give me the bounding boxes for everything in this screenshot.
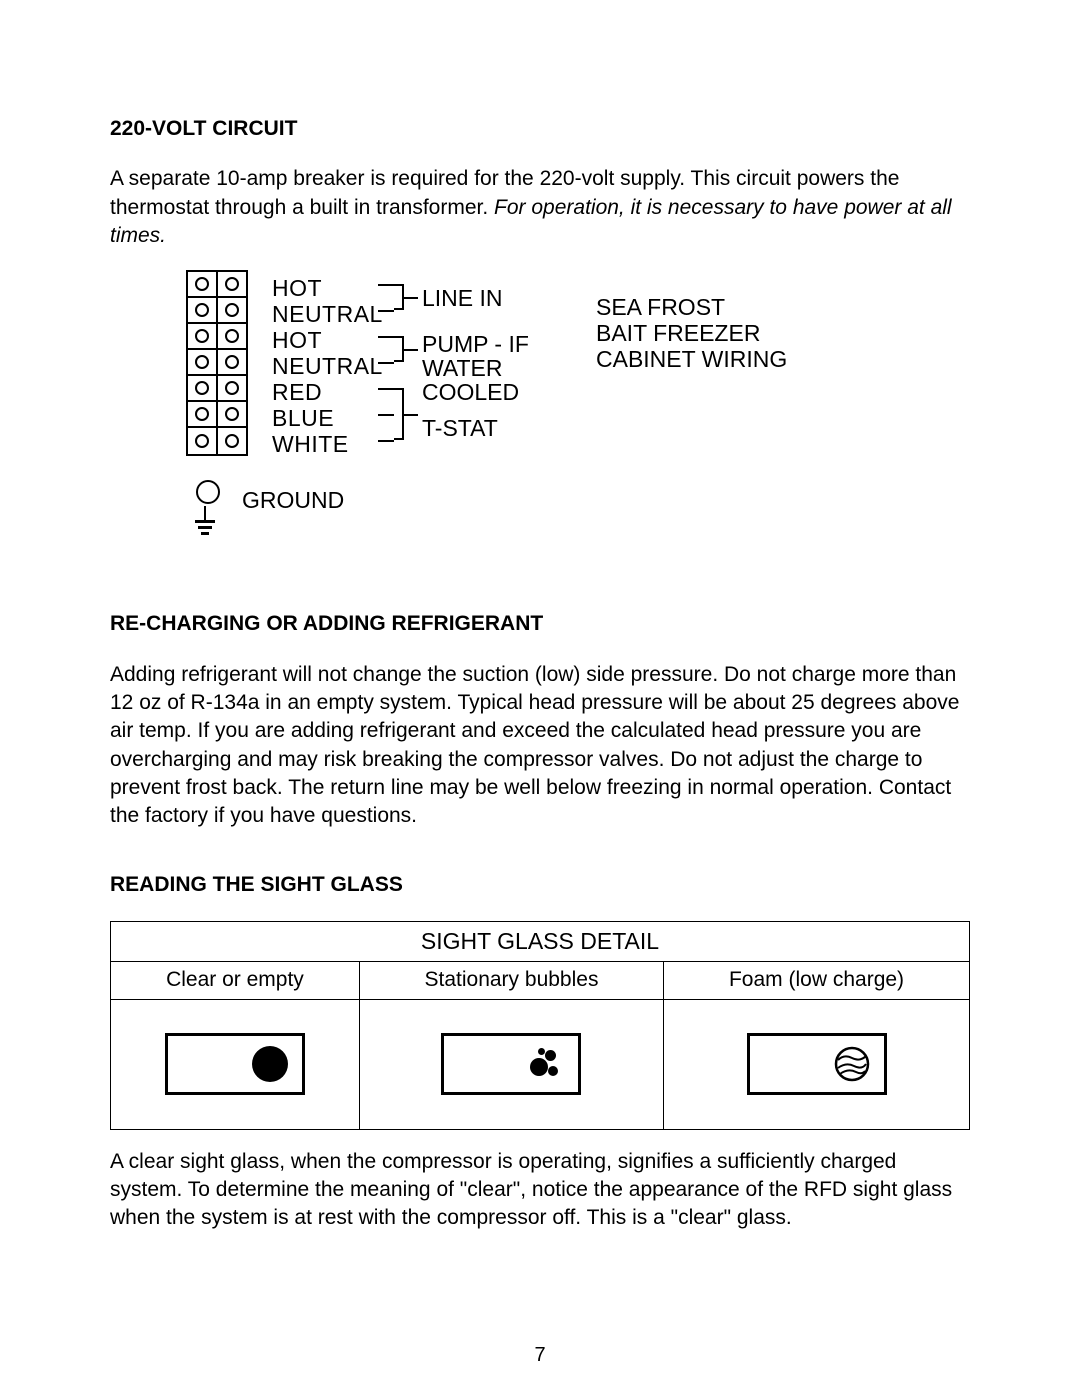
terminal-labels: HOT NEUTRAL HOT NEUTRAL RED BLUE WHITE — [272, 275, 383, 457]
ground-label: GROUND — [242, 485, 344, 516]
ground-block — [196, 480, 220, 504]
para-220v: A separate 10-amp breaker is required fo… — [110, 165, 970, 250]
terminal-label: BLUE — [272, 405, 383, 431]
sight-glass-icon — [747, 1033, 887, 1095]
terminal-label: HOT — [272, 275, 383, 301]
sight-img-bubbles — [359, 999, 663, 1129]
side-title-2: BAIT FREEZER — [596, 320, 787, 346]
group-pump-b: WATER — [422, 356, 503, 380]
terminal-label: WHITE — [272, 431, 383, 457]
terminal-label: NEUTRAL — [272, 301, 383, 327]
side-title-1: SEA FROST — [596, 294, 787, 320]
sight-glass-icon — [441, 1033, 581, 1095]
group-line-in: LINE IN — [422, 286, 503, 310]
sight-col-clear: Clear or empty — [111, 962, 360, 999]
side-title-3: CABINET WIRING — [596, 346, 787, 372]
sight-img-foam — [664, 999, 970, 1129]
document-page: 220-VOLT CIRCUIT A separate 10-amp break… — [0, 0, 1080, 1293]
sight-glass-table: SIGHT GLASS DETAIL Clear or empty Statio… — [110, 921, 970, 1129]
sight-col-foam: Foam (low charge) — [664, 962, 970, 999]
sight-col-bubbles: Stationary bubbles — [359, 962, 663, 999]
terminal-label: NEUTRAL — [272, 353, 383, 379]
group-tstat: T-STAT — [422, 416, 498, 440]
heading-recharge: RE-CHARGING OR ADDING REFRIGERANT — [110, 610, 970, 638]
terminal-label: HOT — [272, 327, 383, 353]
heading-220v: 220-VOLT CIRCUIT — [110, 115, 970, 143]
group-pump-c: COOLED — [422, 380, 519, 404]
para-recharge: Adding refrigerant will not change the s… — [110, 661, 970, 831]
sight-glass-icon — [165, 1033, 305, 1095]
para-sight-footer: A clear sight glass, when the compressor… — [110, 1148, 970, 1233]
sight-glass-title: SIGHT GLASS DETAIL — [111, 922, 970, 962]
terminal-block — [186, 270, 248, 456]
wiring-side-title: SEA FROST BAIT FREEZER CABINET WIRING — [596, 294, 787, 372]
terminal-label: RED — [272, 379, 383, 405]
sight-img-clear — [111, 999, 360, 1129]
ground-terminal-icon — [196, 480, 220, 504]
wiring-diagram: HOT NEUTRAL HOT NEUTRAL RED BLUE WHITE — [186, 270, 970, 570]
heading-sight-glass: READING THE SIGHT GLASS — [110, 871, 970, 899]
group-pump-a: PUMP - IF — [422, 332, 529, 356]
page-number: 7 — [0, 1342, 1080, 1369]
